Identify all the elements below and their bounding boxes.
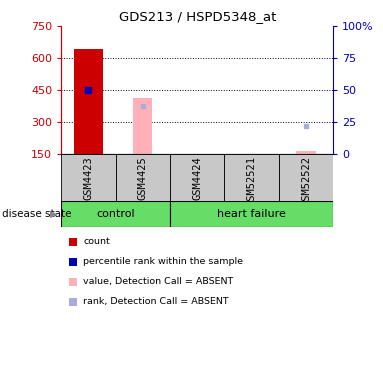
Text: GSM52522: GSM52522 — [301, 156, 311, 206]
Point — [140, 103, 146, 109]
Text: heart failure: heart failure — [217, 209, 286, 219]
Text: disease state: disease state — [2, 209, 71, 219]
Bar — [133, 98, 152, 154]
Text: ▶: ▶ — [50, 209, 57, 219]
Text: GSM4425: GSM4425 — [138, 156, 148, 200]
Text: percentile rank within the sample: percentile rank within the sample — [83, 257, 243, 266]
Bar — [61, 201, 170, 227]
Point — [303, 123, 309, 128]
Bar — [116, 154, 170, 201]
Bar — [224, 154, 279, 201]
Title: GDS213 / HSPD5348_at: GDS213 / HSPD5348_at — [119, 10, 276, 23]
Text: rank, Detection Call = ABSENT: rank, Detection Call = ABSENT — [83, 298, 229, 306]
Bar — [170, 201, 333, 227]
Text: count: count — [83, 237, 110, 246]
Text: GSM4423: GSM4423 — [83, 156, 93, 200]
Bar — [296, 151, 316, 154]
Text: GSM52521: GSM52521 — [247, 156, 257, 206]
Text: value, Detection Call = ABSENT: value, Detection Call = ABSENT — [83, 277, 233, 286]
Bar — [170, 154, 224, 201]
Text: GSM4424: GSM4424 — [192, 156, 202, 200]
Bar — [61, 154, 116, 201]
Bar — [74, 49, 103, 154]
Point — [85, 87, 92, 93]
Text: control: control — [97, 209, 135, 219]
Bar — [279, 154, 333, 201]
